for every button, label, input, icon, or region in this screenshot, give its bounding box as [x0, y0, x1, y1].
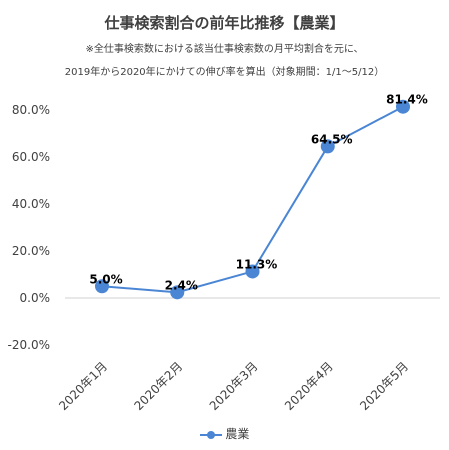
x-tick-label: 2020年1月: [56, 359, 110, 413]
y-tick-label: 20.0%: [12, 244, 50, 258]
data-label: 11.3%: [236, 257, 278, 271]
data-point: [396, 99, 410, 114]
chart-title: 仕事検索割合の前年比推移【農業】: [104, 14, 345, 32]
x-tick-label: 2020年5月: [357, 359, 411, 413]
y-tick-label: -20.0%: [8, 338, 50, 352]
data-point: [95, 279, 109, 294]
y-tick-label: 40.0%: [12, 197, 50, 211]
y-tick-label: 60.0%: [12, 150, 50, 164]
legend-series-label: 農業: [225, 427, 250, 441]
y-tick-label: 0.0%: [20, 291, 51, 305]
x-tick-label: 2020年3月: [207, 359, 261, 413]
chart-subtitle-line-1: ※全仕事検索数における該当仕事検索数の月平均割合を元に、: [85, 44, 364, 55]
chart-subtitle-line-2: 2019年から2020年にかけての伸び率を算出（対象期間：1/1〜5/12）: [64, 67, 385, 78]
data-label: 64.5%: [311, 132, 353, 146]
data-label: 5.0%: [89, 272, 122, 286]
data-label: 81.4%: [386, 93, 428, 107]
data-label: 2.4%: [165, 278, 198, 292]
data-point: [320, 139, 335, 154]
data-point: [245, 264, 260, 279]
x-tick-label: 2020年4月: [282, 359, 336, 413]
x-tick-label: 2020年2月: [131, 359, 185, 413]
y-tick-label: 80.0%: [12, 103, 50, 117]
legend-series-marker: [199, 430, 222, 440]
data-point: [170, 285, 185, 300]
chart-legend: 農業: [0, 425, 449, 442]
